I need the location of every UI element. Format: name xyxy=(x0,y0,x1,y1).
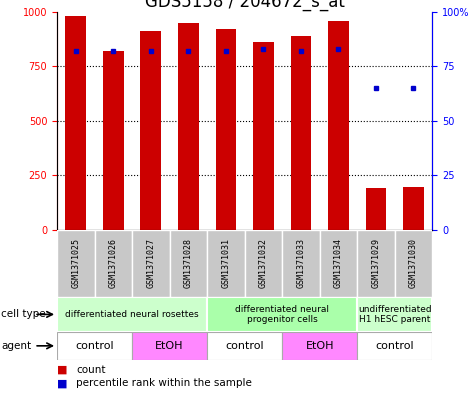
Title: GDS5158 / 204672_s_at: GDS5158 / 204672_s_at xyxy=(145,0,344,11)
Text: GSM1371032: GSM1371032 xyxy=(259,238,268,288)
Text: GSM1371034: GSM1371034 xyxy=(334,238,343,288)
Text: EtOH: EtOH xyxy=(155,341,184,351)
Bar xyxy=(328,20,349,230)
Bar xyxy=(207,297,357,332)
Text: GSM1371033: GSM1371033 xyxy=(296,238,305,288)
Bar xyxy=(253,42,274,230)
Bar xyxy=(282,230,320,297)
Bar xyxy=(245,230,282,297)
Text: GSM1371026: GSM1371026 xyxy=(109,238,118,288)
Text: GSM1371030: GSM1371030 xyxy=(409,238,418,288)
Bar xyxy=(207,230,245,297)
Bar xyxy=(357,230,395,297)
Text: control: control xyxy=(75,341,114,351)
Bar xyxy=(282,332,357,360)
Text: GSM1371028: GSM1371028 xyxy=(184,238,193,288)
Text: agent: agent xyxy=(1,341,31,351)
Text: undifferentiated
H1 hESC parent: undifferentiated H1 hESC parent xyxy=(358,305,431,324)
Bar xyxy=(66,16,86,230)
Text: percentile rank within the sample: percentile rank within the sample xyxy=(76,378,252,388)
Bar xyxy=(57,230,95,297)
Text: ■: ■ xyxy=(57,378,67,388)
Bar xyxy=(178,23,199,230)
Bar xyxy=(357,332,432,360)
Text: GSM1371025: GSM1371025 xyxy=(71,238,80,288)
Text: GSM1371029: GSM1371029 xyxy=(371,238,380,288)
Bar xyxy=(216,29,236,230)
Bar xyxy=(103,51,124,230)
Text: GSM1371031: GSM1371031 xyxy=(221,238,230,288)
Text: ■: ■ xyxy=(57,365,67,375)
Bar xyxy=(170,230,207,297)
Bar xyxy=(366,189,386,230)
Bar xyxy=(320,230,357,297)
Bar xyxy=(141,31,161,230)
Bar xyxy=(207,332,282,360)
Text: control: control xyxy=(375,341,414,351)
Bar xyxy=(57,332,132,360)
Bar xyxy=(357,297,432,332)
Text: EtOH: EtOH xyxy=(305,341,334,351)
Bar xyxy=(132,332,207,360)
Bar xyxy=(57,297,207,332)
Text: control: control xyxy=(225,341,264,351)
Text: differentiated neural
progenitor cells: differentiated neural progenitor cells xyxy=(235,305,329,324)
Text: differentiated neural rosettes: differentiated neural rosettes xyxy=(65,310,199,319)
Bar xyxy=(403,187,424,230)
Text: count: count xyxy=(76,365,105,375)
Bar xyxy=(395,230,432,297)
Text: GSM1371027: GSM1371027 xyxy=(146,238,155,288)
Bar xyxy=(132,230,170,297)
Bar xyxy=(95,230,132,297)
Text: cell type: cell type xyxy=(1,309,46,320)
Bar xyxy=(291,36,311,230)
